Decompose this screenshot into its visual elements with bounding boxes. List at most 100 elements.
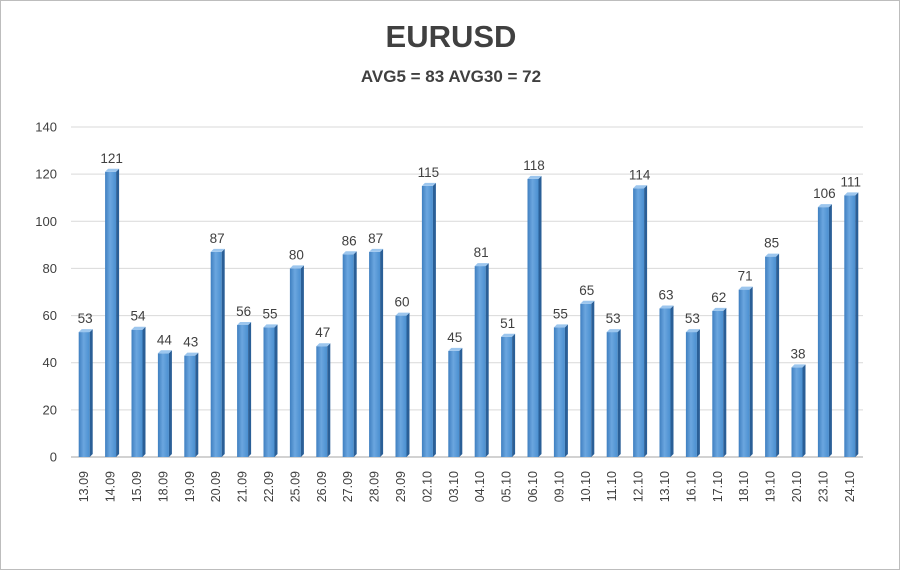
y-tick-label: 140 — [35, 120, 57, 135]
bar-face — [685, 332, 697, 457]
bar — [105, 168, 120, 458]
bar-side — [168, 350, 172, 457]
x-tick-label: 28.09 — [368, 471, 382, 502]
bar-top — [131, 326, 146, 330]
bar — [369, 248, 384, 457]
x-tick-label: 06.10 — [526, 471, 540, 502]
x-tick-label: 26.09 — [315, 471, 329, 502]
data-label: 44 — [157, 332, 173, 347]
bar — [395, 312, 410, 457]
bar-top — [791, 364, 806, 368]
bar-side — [591, 300, 595, 457]
bar-side — [776, 253, 780, 457]
data-label: 115 — [418, 165, 440, 180]
bar-top — [157, 350, 172, 354]
x-tick-label: 18.10 — [737, 471, 751, 502]
gridlines — [71, 126, 863, 458]
bar-side — [564, 324, 568, 457]
bar-side — [327, 343, 331, 457]
bar-top — [263, 324, 278, 328]
bar-face — [342, 254, 354, 457]
bars — [78, 168, 859, 458]
bar — [712, 307, 727, 457]
bar-side — [802, 364, 806, 457]
x-tick-label: 23.10 — [816, 471, 830, 502]
bar-side — [248, 322, 252, 457]
bar — [210, 248, 225, 457]
x-tick-label: 12.10 — [632, 471, 646, 502]
bar — [553, 324, 568, 457]
x-tick-label: 11.10 — [605, 471, 619, 501]
bar-top — [395, 312, 410, 316]
x-tick-label: 04.10 — [473, 471, 487, 502]
bar-side — [406, 312, 410, 457]
bar-side — [617, 329, 621, 457]
x-tick-label: 03.10 — [447, 471, 461, 502]
bar-top — [342, 251, 357, 255]
data-label: 55 — [553, 306, 568, 321]
bar-face — [817, 207, 829, 457]
x-tick-label: 17.10 — [711, 471, 725, 502]
data-label: 62 — [711, 290, 726, 305]
y-tick-label: 40 — [43, 355, 57, 370]
bar-face — [78, 332, 90, 457]
data-label: 118 — [523, 158, 545, 173]
bar-top — [210, 248, 225, 252]
bar-face — [157, 353, 169, 457]
x-tick-label: 02.10 — [420, 471, 434, 502]
bar-side — [644, 185, 648, 458]
bar-top — [105, 168, 120, 172]
y-tick-label: 120 — [35, 167, 57, 182]
bar — [237, 322, 252, 457]
bar-face — [712, 310, 724, 457]
bar-side — [432, 182, 436, 457]
bar-side — [670, 305, 674, 457]
bar-side — [89, 329, 93, 457]
bar-side — [749, 286, 753, 457]
x-tick-label: 20.09 — [209, 471, 223, 502]
bar-top — [738, 286, 753, 290]
chart-subtitle: AVG5 = 83 AVG30 = 72 — [360, 67, 542, 86]
bar-side — [116, 168, 120, 458]
bar-face — [131, 329, 143, 457]
bar — [263, 324, 278, 457]
bar-face — [237, 325, 249, 457]
x-tick-label: 20.10 — [790, 471, 804, 502]
bar — [316, 343, 331, 457]
bar-top — [844, 192, 859, 196]
bar — [474, 263, 489, 457]
x-axis-ticks: 13.09 14.09 15.09 18.09 19.09 20.09 21.09 22.09… — [77, 471, 857, 502]
data-label: 47 — [315, 325, 330, 340]
y-tick-label: 20 — [43, 402, 57, 417]
bar-side — [274, 324, 278, 457]
bar-face — [184, 355, 196, 457]
bar-face — [289, 268, 301, 457]
bar-side — [380, 248, 384, 457]
bar-top — [527, 175, 542, 179]
bar — [606, 329, 621, 457]
bar-top — [316, 343, 331, 347]
bar — [342, 251, 357, 457]
x-tick-label: 25.09 — [288, 471, 302, 502]
bar-face — [765, 256, 777, 457]
data-label: 60 — [394, 295, 409, 310]
data-label: 87 — [210, 231, 225, 246]
bar-face — [210, 251, 222, 457]
data-label: 86 — [342, 233, 357, 248]
data-label: 53 — [78, 311, 93, 326]
bar-top — [78, 329, 93, 333]
x-tick-label: 05.10 — [500, 471, 514, 502]
bar-face — [659, 308, 671, 457]
bar-top — [289, 265, 304, 269]
x-tick-label: 24.10 — [843, 471, 857, 502]
bar-side — [696, 329, 700, 457]
bar-side — [300, 265, 304, 457]
bar-top — [712, 307, 727, 311]
bar-face — [421, 185, 433, 457]
data-label: 51 — [500, 316, 515, 331]
bar-top — [633, 185, 648, 189]
x-tick-label: 09.10 — [552, 471, 566, 502]
bar-side — [221, 248, 225, 457]
